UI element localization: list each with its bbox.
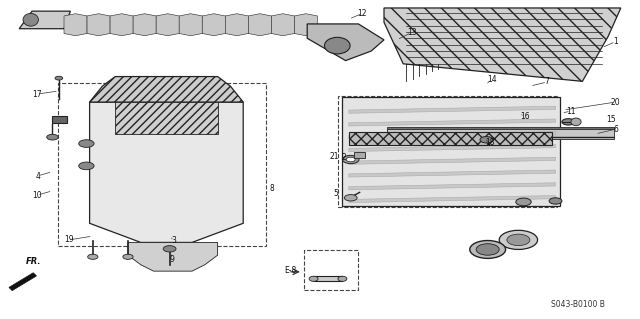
Ellipse shape: [344, 195, 357, 201]
Polygon shape: [90, 77, 243, 102]
Ellipse shape: [79, 140, 94, 147]
Bar: [349, 132, 552, 145]
Ellipse shape: [79, 162, 94, 170]
Text: 14: 14: [486, 75, 497, 84]
Ellipse shape: [499, 230, 538, 249]
Ellipse shape: [516, 198, 531, 206]
Ellipse shape: [346, 157, 355, 162]
Polygon shape: [349, 132, 556, 139]
Ellipse shape: [55, 76, 63, 80]
Polygon shape: [349, 170, 556, 177]
Ellipse shape: [470, 241, 506, 258]
Ellipse shape: [163, 246, 176, 252]
Ellipse shape: [571, 118, 581, 126]
Text: 15: 15: [606, 115, 616, 124]
Text: 11: 11: [566, 107, 575, 115]
Polygon shape: [133, 14, 156, 36]
Polygon shape: [64, 14, 87, 36]
Ellipse shape: [342, 155, 359, 164]
Text: 8: 8: [269, 184, 275, 193]
Ellipse shape: [507, 234, 530, 246]
Ellipse shape: [123, 254, 133, 259]
Polygon shape: [128, 242, 218, 271]
Text: 2: 2: [342, 153, 347, 162]
Ellipse shape: [549, 198, 562, 204]
Bar: [58, 83, 266, 246]
Polygon shape: [349, 106, 556, 113]
Ellipse shape: [562, 119, 575, 125]
Text: FR.: FR.: [26, 257, 41, 266]
Text: 1: 1: [613, 37, 618, 46]
Ellipse shape: [309, 276, 318, 281]
Text: 7: 7: [545, 78, 550, 86]
Text: 20: 20: [611, 98, 621, 107]
Ellipse shape: [480, 137, 493, 143]
Text: E-8: E-8: [284, 266, 296, 275]
Polygon shape: [87, 14, 110, 36]
Polygon shape: [19, 11, 70, 29]
Bar: [304, 250, 358, 290]
Bar: [342, 97, 560, 206]
Polygon shape: [349, 157, 556, 164]
Text: 18: 18: [486, 138, 495, 147]
Polygon shape: [110, 14, 133, 36]
Text: 10: 10: [32, 191, 42, 200]
Polygon shape: [349, 183, 556, 190]
Polygon shape: [225, 14, 248, 36]
Ellipse shape: [324, 37, 350, 54]
Ellipse shape: [476, 244, 499, 255]
Polygon shape: [9, 273, 36, 291]
Text: 9: 9: [169, 255, 174, 263]
Polygon shape: [271, 14, 294, 36]
Polygon shape: [354, 152, 365, 158]
Text: 4: 4: [36, 172, 41, 181]
Text: 16: 16: [520, 112, 530, 121]
Text: 5: 5: [333, 189, 339, 198]
Polygon shape: [349, 145, 556, 152]
Polygon shape: [349, 119, 556, 126]
Ellipse shape: [23, 13, 38, 26]
Text: 12: 12: [358, 9, 367, 18]
Text: 19: 19: [64, 235, 74, 244]
Ellipse shape: [47, 134, 58, 140]
Text: 6: 6: [613, 125, 618, 134]
Polygon shape: [179, 14, 202, 36]
Text: 17: 17: [32, 90, 42, 99]
Bar: [115, 102, 218, 134]
Ellipse shape: [338, 276, 347, 281]
Text: S043-B0100 B: S043-B0100 B: [551, 300, 605, 309]
Polygon shape: [307, 24, 384, 61]
Polygon shape: [349, 196, 556, 203]
Polygon shape: [384, 8, 621, 81]
Polygon shape: [202, 14, 225, 36]
Bar: [52, 116, 67, 123]
Text: 13: 13: [406, 28, 417, 37]
Text: 21: 21: [330, 152, 339, 161]
Polygon shape: [294, 14, 317, 36]
Bar: [387, 127, 614, 139]
Bar: [314, 276, 342, 281]
Text: 3: 3: [172, 236, 177, 245]
Polygon shape: [156, 14, 179, 36]
Ellipse shape: [88, 254, 98, 259]
Bar: [338, 96, 557, 207]
Polygon shape: [248, 14, 271, 36]
Polygon shape: [90, 102, 243, 242]
